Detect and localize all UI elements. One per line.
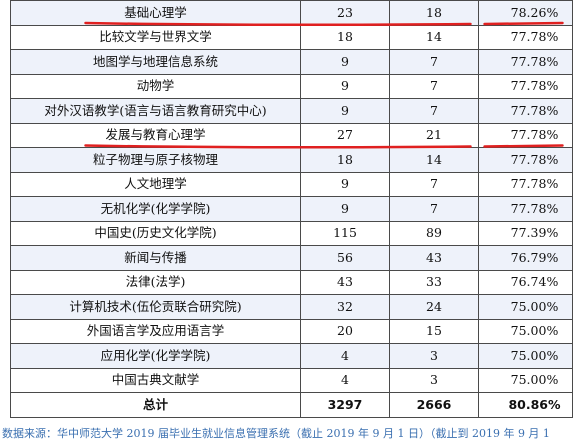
table-row: 计算机技术(伍伦贡联合研究院) 32 24 75.00% [10, 294, 573, 320]
major-cell: 对外汉语教学(语言与语言教育研究中心) [10, 98, 301, 124]
employed-cell: 3 [389, 343, 479, 369]
count-cell: 9 [300, 196, 390, 222]
employed-cell: 14 [389, 147, 479, 173]
employed-cell: 7 [389, 73, 479, 99]
table-row: 外国语言学及应用语言学 20 15 75.00% [10, 318, 573, 344]
major-cell: 中国史(历史文化学院) [10, 220, 301, 246]
total-row: 总计 3297 2666 80.86% [10, 392, 573, 418]
total-label: 总计 [10, 392, 301, 418]
rate-cell: 75.00% [478, 318, 573, 344]
table-row: 基础心理学 23 18 78.26% [10, 0, 573, 26]
total-employed: 2666 [389, 392, 479, 418]
rate-cell: 75.00% [478, 343, 573, 369]
count-cell: 18 [300, 147, 390, 173]
rate-cell: 77.78% [478, 147, 573, 173]
employed-cell: 14 [389, 24, 479, 50]
major-cell: 人文地理学 [10, 171, 301, 197]
rate-cell: 77.78% [478, 171, 573, 197]
count-cell: 56 [300, 245, 390, 271]
count-cell: 27 [300, 122, 390, 148]
rate-cell: 77.78% [478, 122, 573, 148]
count-cell: 9 [300, 49, 390, 75]
rate-cell: 76.74% [478, 269, 573, 295]
table-row: 人文地理学 9 7 77.78% [10, 171, 573, 197]
employed-cell: 7 [389, 171, 479, 197]
major-cell: 比较文学与世界文学 [10, 24, 301, 50]
employed-cell: 7 [389, 49, 479, 75]
table-row: 无机化学(化学学院) 9 7 77.78% [10, 196, 573, 222]
major-cell: 发展与教育心理学 [10, 122, 301, 148]
rate-cell: 77.78% [478, 73, 573, 99]
table-row: 新闻与传播 56 43 76.79% [10, 245, 573, 271]
employed-cell: 15 [389, 318, 479, 344]
employed-cell: 21 [389, 122, 479, 148]
rate-cell: 78.26% [478, 0, 573, 26]
count-cell: 9 [300, 171, 390, 197]
table-row: 地图学与地理信息系统 9 7 77.78% [10, 49, 573, 75]
employed-cell: 7 [389, 196, 479, 222]
rate-cell: 77.78% [478, 24, 573, 50]
rate-cell: 77.78% [478, 196, 573, 222]
table-row: 中国史(历史文化学院) 115 89 77.39% [10, 220, 573, 246]
count-cell: 32 [300, 294, 390, 320]
table-row: 应用化学(化学学院) 4 3 75.00% [10, 343, 573, 369]
count-cell: 9 [300, 73, 390, 99]
major-cell: 粒子物理与原子核物理 [10, 147, 301, 173]
count-cell: 115 [300, 220, 390, 246]
table-row: 动物学 9 7 77.78% [10, 73, 573, 99]
rate-cell: 77.39% [478, 220, 573, 246]
employed-cell: 33 [389, 269, 479, 295]
employment-rate-table: 基础心理学 23 18 78.26% 比较文学与世界文学 18 14 77.78% 地图学与地理… [10, 0, 573, 418]
table-row: 法律(法学) 43 33 76.74% [10, 269, 573, 295]
rate-cell: 75.00% [478, 367, 573, 393]
count-cell: 20 [300, 318, 390, 344]
count-cell: 9 [300, 98, 390, 124]
table-row: 中国古典文献学 4 3 75.00% [10, 367, 573, 393]
table-row: 对外汉语教学(语言与语言教育研究中心) 9 7 77.78% [10, 98, 573, 124]
count-cell: 23 [300, 0, 390, 26]
total-count: 3297 [300, 392, 390, 418]
employed-cell: 24 [389, 294, 479, 320]
major-cell: 基础心理学 [10, 0, 301, 26]
major-cell: 外国语言学及应用语言学 [10, 318, 301, 344]
major-cell: 动物学 [10, 73, 301, 99]
rate-cell: 77.78% [478, 98, 573, 124]
count-cell: 43 [300, 269, 390, 295]
rate-cell: 76.79% [478, 245, 573, 271]
employed-cell: 89 [389, 220, 479, 246]
count-cell: 4 [300, 367, 390, 393]
major-cell: 法律(法学) [10, 269, 301, 295]
table-row: 发展与教育心理学 27 21 77.78% [10, 122, 573, 148]
count-cell: 18 [300, 24, 390, 50]
employed-cell: 18 [389, 0, 479, 26]
count-cell: 4 [300, 343, 390, 369]
table-row: 粒子物理与原子核物理 18 14 77.78% [10, 147, 573, 173]
rate-cell: 75.00% [478, 294, 573, 320]
major-cell: 无机化学(化学学院) [10, 196, 301, 222]
employed-cell: 43 [389, 245, 479, 271]
major-cell: 中国古典文献学 [10, 367, 301, 393]
employed-cell: 3 [389, 367, 479, 393]
total-rate: 80.86% [478, 392, 573, 418]
major-cell: 计算机技术(伍伦贡联合研究院) [10, 294, 301, 320]
major-cell: 应用化学(化学学院) [10, 343, 301, 369]
data-source-footer: 数据来源：华中师范大学 2019 届毕业生就业信息管理系统（截止 2019 年 … [2, 427, 550, 440]
employed-cell: 7 [389, 98, 479, 124]
table-row: 比较文学与世界文学 18 14 77.78% [10, 24, 573, 50]
major-cell: 地图学与地理信息系统 [10, 49, 301, 75]
major-cell: 新闻与传播 [10, 245, 301, 271]
rate-cell: 77.78% [478, 49, 573, 75]
